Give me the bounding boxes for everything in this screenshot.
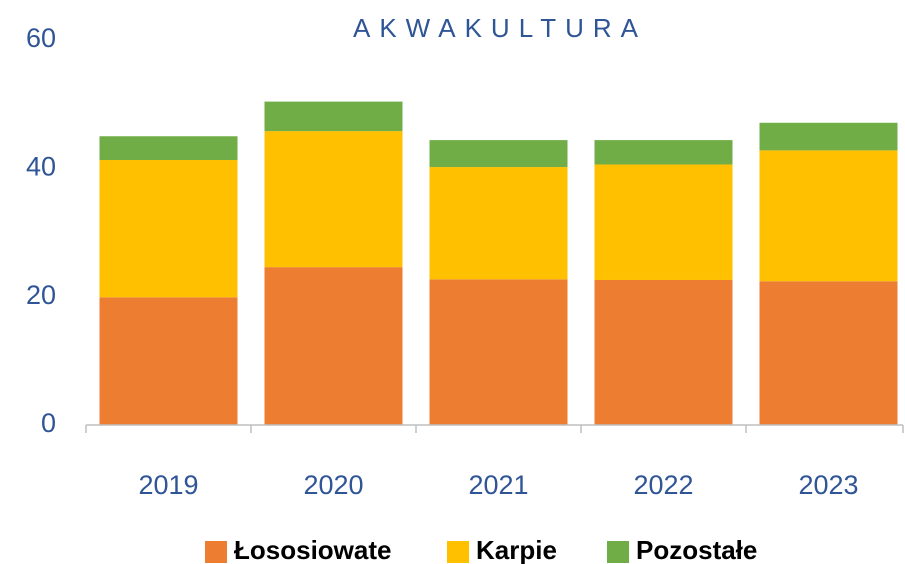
bar-segment — [264, 101, 403, 132]
x-tick-label: 2021 — [468, 470, 528, 500]
bar-segment — [759, 150, 898, 282]
bar-segment — [99, 159, 238, 298]
y-tick-label: 60 — [26, 23, 56, 53]
bar-segment — [594, 164, 733, 280]
bar-segment — [429, 279, 568, 425]
legend-label: Łososiowate — [234, 535, 391, 564]
bar-segment — [99, 136, 238, 160]
x-tick-label: 2023 — [798, 470, 858, 500]
legend-label: Karpie — [476, 535, 557, 564]
legend-swatch — [607, 541, 629, 563]
bar-segment — [264, 131, 403, 268]
bar-segment — [264, 267, 403, 425]
bar-segment — [759, 122, 898, 151]
x-tick-label: 2019 — [138, 470, 198, 500]
y-tick-label: 20 — [26, 280, 56, 310]
bar-segment — [99, 297, 238, 425]
bar-segment — [429, 167, 568, 280]
bar-segment — [759, 281, 898, 425]
chart-title: AKWAKULTURA — [353, 13, 647, 43]
x-tick-label: 2022 — [633, 470, 693, 500]
bar-segment — [594, 140, 733, 165]
y-tick-label: 40 — [26, 151, 56, 181]
bar-segment — [594, 279, 733, 425]
legend-swatch — [205, 541, 227, 563]
y-tick-label: 0 — [41, 408, 56, 438]
legend-label: Pozostałe — [636, 535, 757, 564]
legend-swatch — [447, 541, 469, 563]
x-tick-label: 2020 — [303, 470, 363, 500]
bar-segment — [429, 140, 568, 168]
